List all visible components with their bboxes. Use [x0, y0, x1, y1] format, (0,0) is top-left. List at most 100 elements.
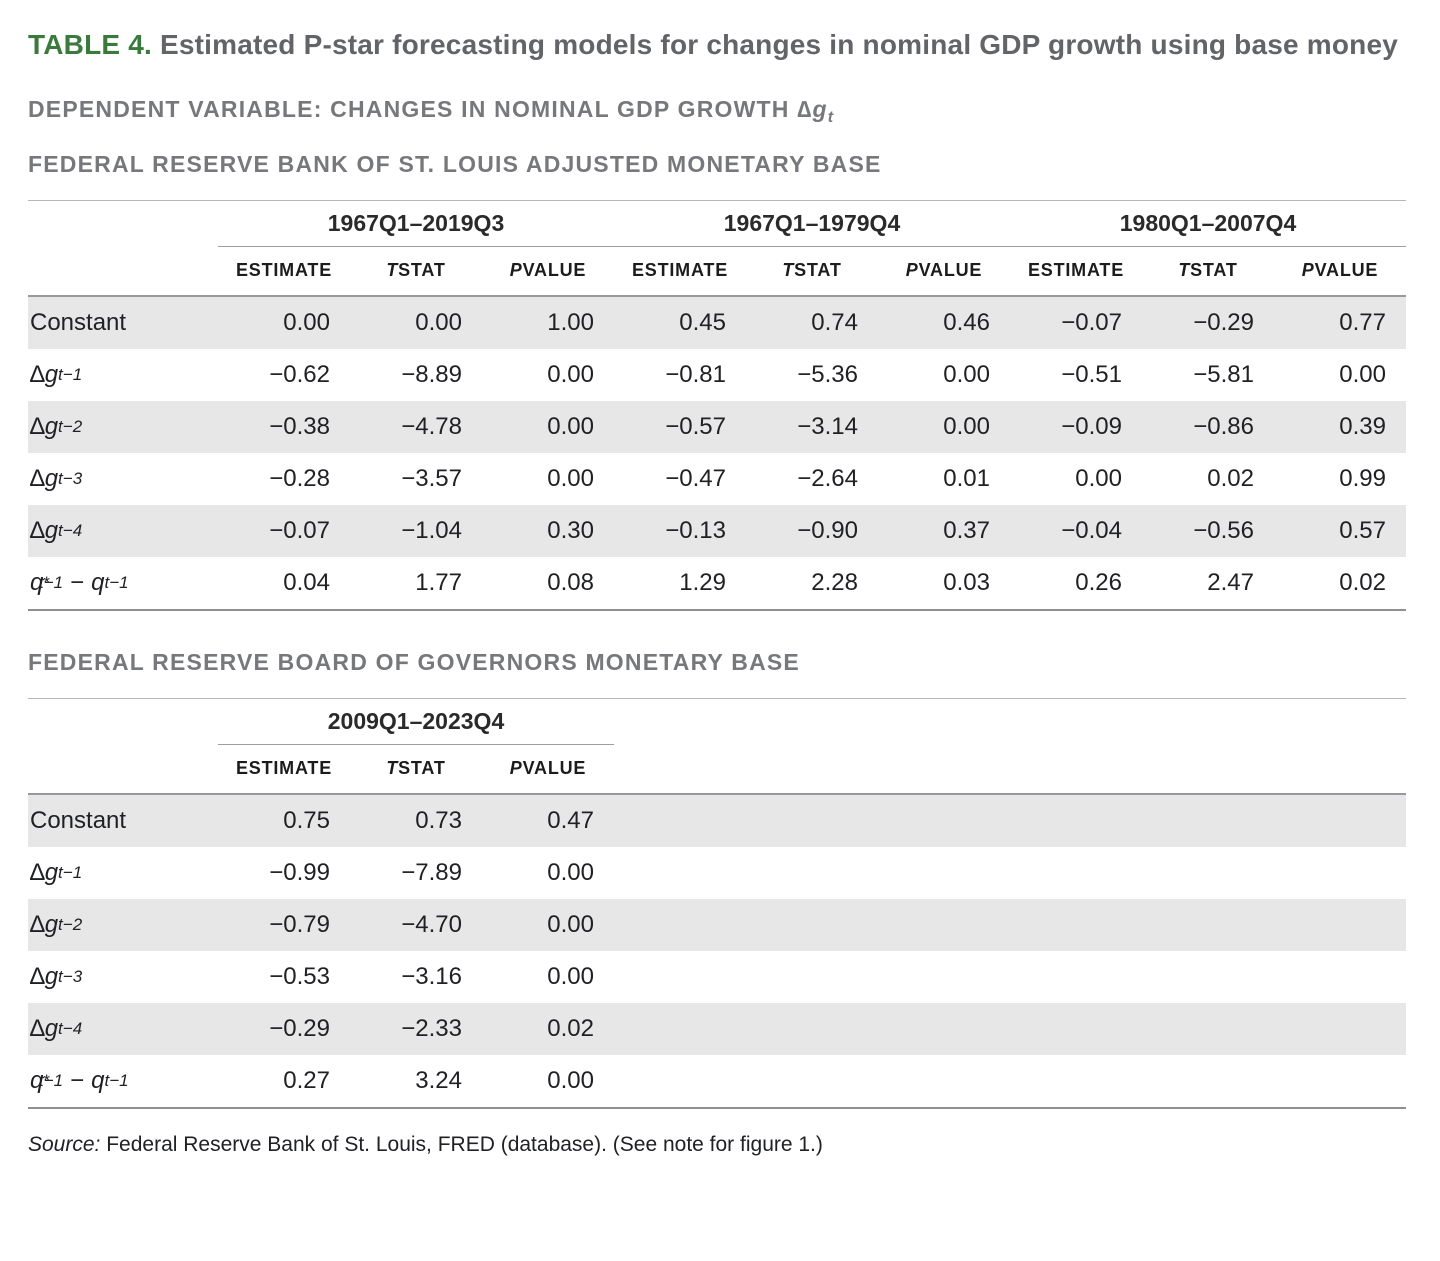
value-cell: 0.57 [1339, 516, 1386, 544]
g-symbol: g [812, 95, 828, 122]
q-symbol: q [30, 568, 44, 596]
value-cell: −0.38 [269, 412, 330, 440]
row-label: ∆ g t−2 [28, 899, 218, 951]
row-label: Constant [28, 297, 218, 349]
value-cell: 0.37 [943, 516, 990, 544]
pvalue-italic: P [1301, 260, 1315, 281]
lag-subscript: t−4 [58, 520, 83, 540]
g-symbol: g [44, 360, 59, 388]
value-cell: 0.45 [679, 308, 726, 336]
lag-subscript: t−3 [58, 966, 83, 986]
value-cell: −0.13 [665, 516, 726, 544]
value-cell: 0.03 [943, 568, 990, 596]
delta-symbol: ∆ [30, 464, 45, 492]
period-header-row: 2009Q1–2023Q4 [28, 697, 1406, 745]
value-cell: 0.02 [1207, 464, 1254, 492]
column-header-estimate: ESTIMATE [235, 758, 333, 779]
row-label: ∆ g t−4 [28, 505, 218, 557]
delta-symbol: ∆ [30, 516, 45, 544]
delta-symbol: ∆ [30, 1014, 45, 1042]
value-cell: 1.00 [547, 308, 594, 336]
tstat-rest: STAT [398, 758, 446, 779]
delta-symbol: ∆ [30, 910, 45, 938]
value-cell: −8.89 [401, 360, 462, 388]
row-label: ∆ g t−3 [28, 951, 218, 1003]
column-header-pvalue: P VALUE [1274, 247, 1406, 295]
column-header-tstat: T STAT [350, 745, 482, 793]
tstat-rest: STAT [398, 260, 446, 281]
value-cell: −0.28 [269, 464, 330, 492]
q-symbol: q [91, 568, 105, 596]
period-header-row: 1967Q1–2019Q3 1967Q1–1979Q4 1980Q1–2007Q… [28, 199, 1406, 247]
row-label-text: Constant [30, 806, 127, 834]
value-cell: 0.00 [547, 464, 594, 492]
value-cell: 0.00 [943, 360, 990, 388]
value-cell: 0.00 [943, 412, 990, 440]
lag-subscript: t−4 [58, 1018, 83, 1038]
value-cell: −0.57 [665, 412, 726, 440]
value-cell: 0.26 [1075, 568, 1122, 596]
value-cell: 0.00 [547, 360, 594, 388]
value-cell: 2.47 [1207, 568, 1254, 596]
value-cell: −0.53 [269, 962, 330, 990]
pvalue-rest: VALUE [1314, 260, 1379, 281]
period-header-1: 1967Q1–2019Q3 [218, 201, 614, 247]
value-cell: −4.70 [401, 910, 462, 938]
table-number-label: TABLE 4. [28, 29, 152, 60]
value-cell: −0.56 [1193, 516, 1254, 544]
value-cell: 2.28 [811, 568, 858, 596]
value-cell: 0.00 [547, 1066, 594, 1094]
value-cell: −0.47 [665, 464, 726, 492]
value-cell: −5.36 [797, 360, 858, 388]
q-symbol: q [91, 1066, 105, 1094]
table-row-dg4: ∆ g t−4 −0.29 −2.33 0.02 [28, 1002, 1406, 1055]
value-cell: −3.16 [401, 962, 462, 990]
table-row-dg4: ∆ g t−4 −0.07 −1.04 0.30 −0.13 −0.90 0.37 … [28, 504, 1406, 557]
section-heading-governors: FEDERAL RESERVE BOARD OF GOVERNORS MONET… [28, 648, 800, 675]
value-cell: −2.64 [797, 464, 858, 492]
row-label: ∆ g t−4 [28, 1003, 218, 1055]
table-row-constant: Constant 0.00 0.00 1.00 0.45 0.74 0.46 −… [28, 296, 1406, 349]
value-cell: 0.46 [943, 308, 990, 336]
value-cell: 0.30 [547, 516, 594, 544]
table-row-dg2: ∆ g t−2 −0.79 −4.70 0.00 [28, 898, 1406, 951]
g-symbol: g [44, 910, 59, 938]
value-cell: −3.14 [797, 412, 858, 440]
column-header-pvalue: P VALUE [482, 247, 614, 295]
g-symbol: g [44, 962, 59, 990]
dependent-variable-text: DEPENDENT VARIABLE: CHANGES IN NOMINAL G… [28, 95, 798, 122]
value-cell: 0.27 [283, 1066, 330, 1094]
value-cell: −0.62 [269, 360, 330, 388]
value-cell: 0.00 [547, 412, 594, 440]
value-cell: −5.81 [1193, 360, 1254, 388]
value-cell: −0.90 [797, 516, 858, 544]
value-cell: −0.29 [269, 1014, 330, 1042]
source-text: Federal Reserve Bank of St. Louis, FRED … [100, 1132, 823, 1156]
period-spacer [28, 699, 218, 745]
star-superscript: * [43, 572, 50, 592]
tstat-italic: T [386, 758, 399, 779]
value-cell: 1.29 [679, 568, 726, 596]
value-cell: −0.29 [1193, 308, 1254, 336]
dependent-variable-heading: DEPENDENT VARIABLE: CHANGES IN NOMINAL G… [28, 96, 1406, 127]
value-cell: −0.51 [1061, 360, 1122, 388]
delta-symbol: ∆ [30, 360, 45, 388]
value-cell: 0.08 [547, 568, 594, 596]
minus-sign: − [70, 1066, 85, 1094]
value-cell: 0.00 [547, 962, 594, 990]
source-note: Source: Federal Reserve Bank of St. Loui… [28, 1133, 1406, 1157]
delta-symbol: ∆ [797, 95, 813, 122]
value-cell: 0.00 [283, 308, 330, 336]
table-row-dg3: ∆ g t−3 −0.53 −3.16 0.00 [28, 951, 1406, 1003]
value-cell: −0.09 [1061, 412, 1122, 440]
table-row-constant: Constant 0.75 0.73 0.47 [28, 794, 1406, 847]
pvalue-rest: VALUE [918, 260, 983, 281]
value-cell: −1.04 [401, 516, 462, 544]
star-superscript: * [43, 1070, 50, 1090]
table-row-dg2: ∆ g t−2 −0.38 −4.78 0.00 −0.57 −3.14 0.00 … [28, 400, 1406, 453]
value-cell: 0.02 [1339, 568, 1386, 596]
row-label: q * t−1− q t−1 [28, 1055, 218, 1107]
pvalue-italic: P [509, 260, 523, 281]
t-subscript: t [827, 108, 834, 126]
